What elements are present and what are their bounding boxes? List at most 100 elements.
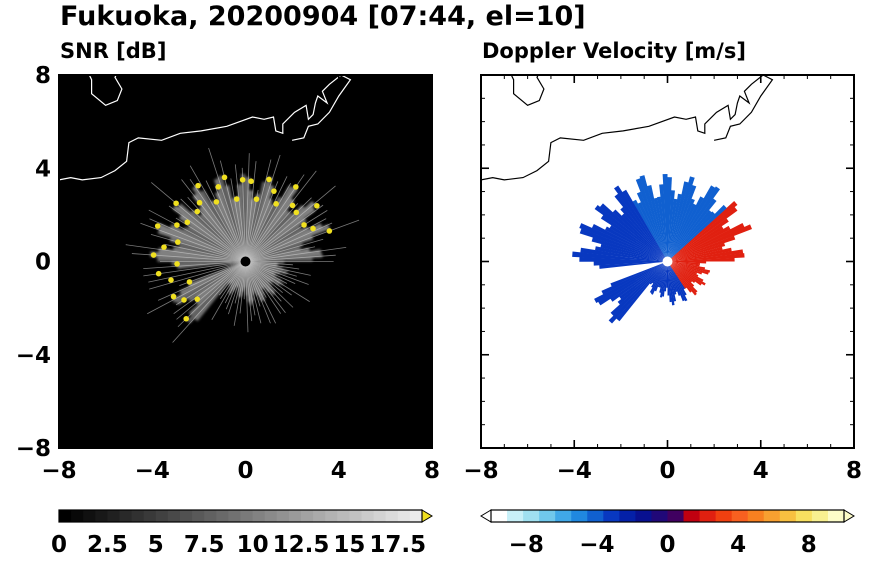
snr-ray [205,180,246,262]
doppler-sector [667,211,715,262]
snr-sector [245,225,309,262]
doppler-sector [667,198,678,262]
snr-high-value [326,228,333,234]
colorbar-swatch [779,510,797,522]
snr-high-value [174,261,180,267]
colorbar-frame [490,509,845,523]
snr-ray [175,217,246,262]
snr-sector [192,185,246,262]
snr-ray [245,159,272,262]
snr-sector [213,178,246,262]
doppler-sector [667,261,711,273]
colorbar-tick-label: −8 [509,532,544,558]
snr-sector [172,261,246,303]
snr-ray [234,261,246,304]
snr-ray [245,185,336,262]
snr-ray [245,218,327,262]
doppler-sector [667,224,753,262]
snr-sector [199,213,246,262]
colorbar-swatch [397,510,411,522]
snr-sector [194,261,246,322]
snr-axes: −8 −4 0 4 8 −8 −4 0 4 8 [16,63,440,484]
snr-ray [220,261,246,300]
y-tick-label: 8 [35,63,51,89]
doppler-sector [667,209,712,262]
doppler-sector [667,261,707,264]
snr-ray [245,246,316,262]
snr-sector [169,223,246,262]
colorbar-swatch [143,510,157,522]
snr-ray [208,147,246,262]
colorbar-swatch [349,510,362,522]
colorbar-swatch [827,510,845,522]
doppler-sector [579,223,668,262]
snr-ray [245,254,336,262]
colorbar-swatch [288,510,302,522]
colorbar-tick-label: 5 [148,532,164,558]
snr-ray [149,261,246,290]
snr-ray [245,261,277,324]
colorbar-swatch [71,510,84,522]
snr-sector [200,189,246,262]
doppler-sector [667,261,692,293]
doppler-sector [667,261,702,286]
snr-high-value [314,202,320,209]
doppler-sector [600,214,668,262]
snr-ray [172,261,246,343]
doppler-sector [667,198,717,262]
snr-ray [245,261,271,324]
snr-ray [243,261,246,300]
doppler-sector [579,228,668,262]
snr-ray [245,238,324,262]
colorbar-tick-label: 17.5 [369,532,426,558]
snr-high-value [181,297,187,303]
colorbar-swatch [603,510,620,522]
colorbar-swatch [731,510,749,522]
snr-high-value [170,293,177,300]
snr-sector [245,185,294,262]
doppler-sector [600,243,668,262]
doppler-sector [616,261,668,322]
snr-high-value [253,196,260,202]
doppler-sector [591,223,668,262]
colorbar-swatch [252,510,266,522]
doppler-sector [637,202,668,262]
doppler-sector [667,261,681,296]
colorbar-swatch [155,510,169,522]
snr-ray [245,261,297,277]
doppler-sector [667,186,721,262]
snr-high-value [154,223,161,229]
doppler-sector [667,261,688,302]
doppler-sector [595,246,668,262]
x-tick-label: 8 [846,458,862,484]
x-tick-label: −8 [463,458,498,484]
colorbar-swatch [635,510,652,522]
snr-sector [245,222,323,262]
x-tick-label: 0 [237,458,253,484]
doppler-sector [667,261,699,277]
doppler-panel-title: Doppler Velocity [m/s] [482,39,746,63]
snr-ray [245,261,282,302]
y-tick-label: −8 [16,436,51,462]
snr-high-value [266,176,272,183]
snr-ray [214,186,246,262]
snr-high-value [195,182,201,189]
doppler-sector [657,261,668,288]
snr-ray [245,204,324,262]
snr-sector [186,261,246,324]
colorbar-swatch [587,510,604,522]
colorbar-swatch [131,510,145,522]
snr-ray [245,261,249,333]
snr-colorbar: 0 2.5 5 7.5 10 12.5 15 17.5 [51,509,433,558]
doppler-sector [667,261,686,290]
colorbar-swatch [204,510,217,522]
snr-ray [245,197,312,262]
snr-high-value [293,184,299,190]
doppler-sector [599,261,668,269]
snr-sector [177,261,246,269]
snr-sector [172,204,246,262]
snr-ray [228,261,246,315]
snr-ray [245,261,256,316]
x-tick-label: 4 [753,458,769,484]
doppler-sector [667,190,675,262]
